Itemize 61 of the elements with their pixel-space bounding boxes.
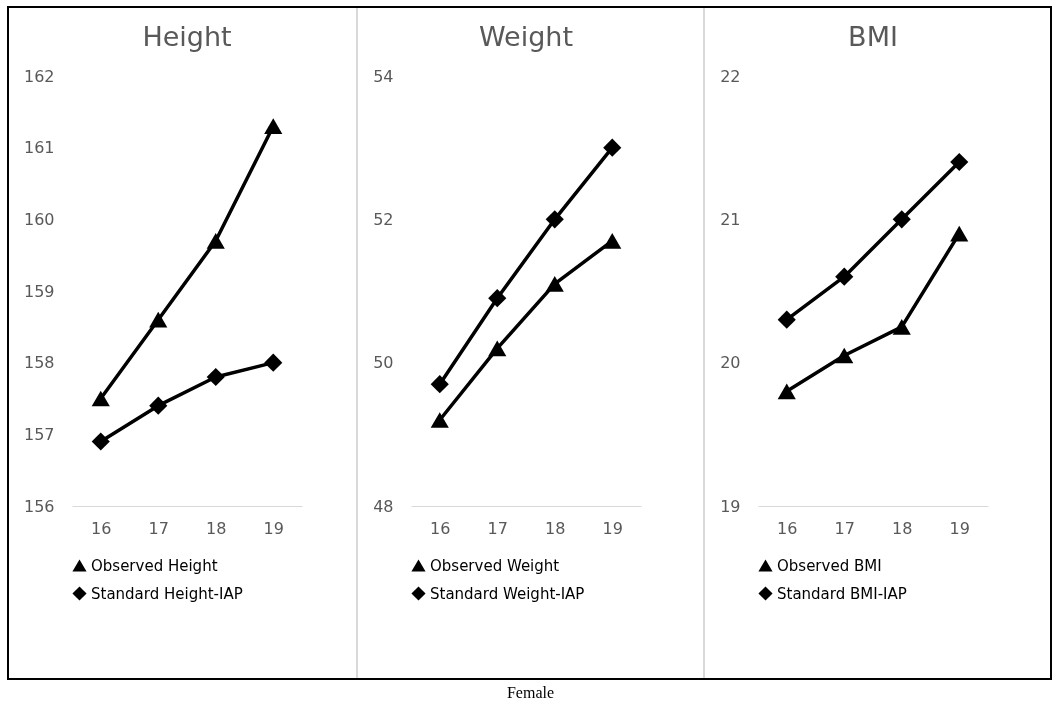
x-tick-label: 17: [148, 518, 169, 538]
y-tick-label: 54: [373, 66, 394, 86]
y-tick-label: 157: [23, 424, 55, 444]
point: [91, 432, 110, 451]
y-tick-label: 161: [23, 138, 55, 158]
point: [91, 390, 110, 407]
legend-label: Standard BMI-IAP: [777, 584, 907, 603]
x-tick-label: 18: [206, 518, 227, 538]
point: [950, 152, 969, 172]
x-tick-label: 17: [487, 518, 508, 538]
x-tick-label: 19: [949, 518, 970, 538]
y-tick-label: 52: [373, 209, 394, 229]
y-tick-label: 21: [720, 209, 741, 229]
point: [264, 118, 283, 135]
point: [603, 138, 622, 157]
point: [545, 275, 564, 292]
point: [206, 232, 225, 249]
point: [149, 311, 168, 328]
point: [206, 367, 225, 387]
x-tick-label: 16: [430, 518, 451, 538]
point: [430, 412, 449, 428]
point: [488, 289, 507, 308]
point: [835, 267, 854, 286]
chart-title: BMI: [848, 21, 898, 52]
legend-label: Observed Height: [91, 556, 218, 575]
y-tick-label: 159: [23, 281, 55, 301]
point: [603, 232, 622, 249]
point: [777, 383, 796, 400]
y-tick-label: 22: [720, 66, 741, 86]
y-tick-label: 50: [373, 353, 394, 373]
x-tick-label: 16: [91, 518, 112, 538]
y-tick-label: 158: [23, 353, 55, 373]
point: [892, 210, 911, 229]
chart-title: Height: [142, 21, 232, 52]
x-tick-label: 17: [834, 518, 855, 538]
y-tick-label: 19: [720, 496, 741, 516]
x-tick-label: 18: [892, 518, 913, 538]
y-tick-label: 20: [720, 353, 741, 373]
point: [264, 353, 283, 372]
x-tick-label: 19: [602, 518, 623, 538]
point: [430, 375, 449, 394]
point: [545, 210, 564, 229]
point: [950, 225, 969, 242]
x-tick-label: 16: [777, 518, 798, 538]
point: [149, 396, 168, 415]
chart-title: Weight: [478, 21, 574, 52]
x-tick-label: 19: [263, 518, 284, 538]
legend-label: Standard Height-IAP: [91, 584, 243, 603]
point: [835, 347, 854, 364]
x-tick-label: 18: [545, 518, 566, 538]
y-tick-label: 160: [23, 209, 55, 229]
y-tick-label: 156: [23, 496, 55, 516]
legend-label: Observed Weight: [430, 556, 560, 575]
point: [488, 340, 507, 357]
point: [892, 318, 911, 335]
y-tick-label: 162: [23, 66, 55, 86]
legend-label: Observed BMI: [777, 556, 882, 575]
point: [777, 310, 796, 329]
y-tick-label: 48: [373, 496, 394, 516]
legend-label: Standard Weight-IAP: [430, 584, 585, 603]
text: Female: [505, 684, 556, 702]
